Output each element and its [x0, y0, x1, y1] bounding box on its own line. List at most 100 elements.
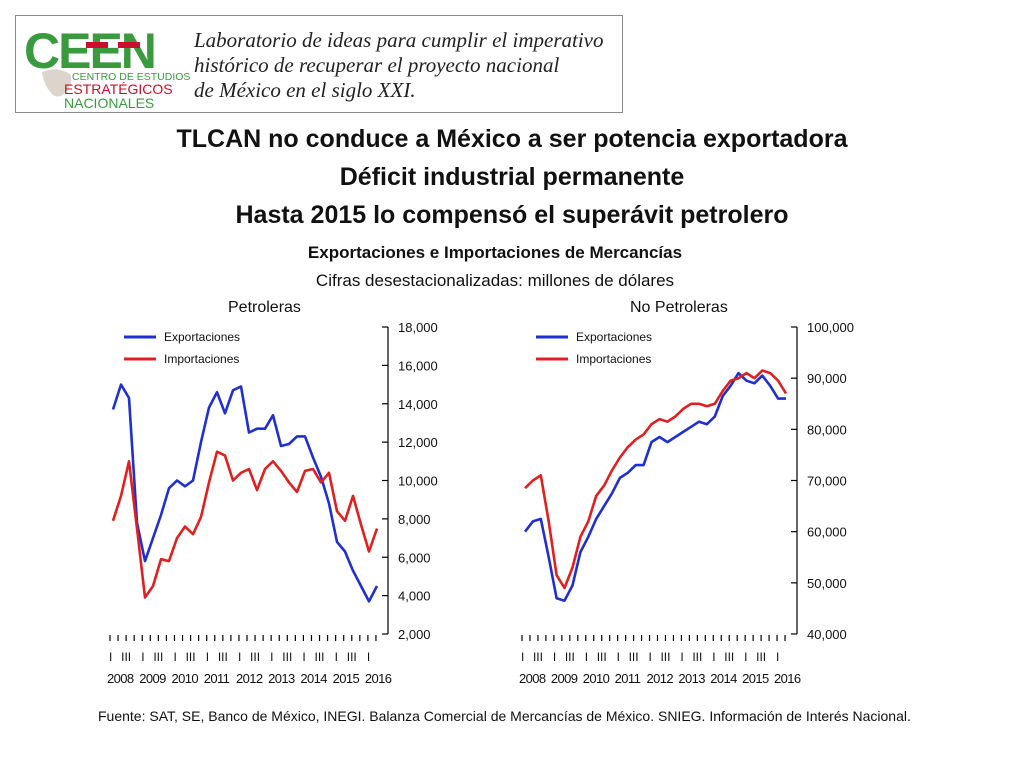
tagline-line: de México en el siglo XXI. [194, 78, 416, 102]
y-tick-label: 60,000 [807, 525, 847, 540]
y-tick-label: 8,000 [398, 512, 431, 527]
quarter-mark-label: I [302, 650, 305, 664]
x-year-label: 2016 [365, 671, 392, 686]
logo-flag-stripe [118, 42, 140, 48]
header-logo-box: CEEN CENTRO DE ESTUDIOS ESTRATÉGICOS NAC… [15, 15, 623, 113]
x-year-label: 2013 [268, 671, 295, 686]
quarter-mark-label: I [367, 650, 370, 664]
quarter-mark-label: III [756, 650, 766, 664]
quarter-mark-label: III [597, 650, 607, 664]
x-year-label: 2013 [678, 671, 705, 686]
quarter-mark-label: III [533, 650, 543, 664]
quarter-mark-label: I [553, 650, 556, 664]
y-tick-label: 80,000 [807, 422, 847, 437]
x-year-label: 2014 [300, 671, 327, 686]
x-year-label: 2010 [171, 671, 198, 686]
y-tick-label: 40,000 [807, 627, 847, 642]
quarter-mark-label: III [218, 650, 228, 664]
panel-title: No Petroleras [630, 299, 728, 316]
y-tick-label: 18,000 [398, 320, 438, 335]
quarter-mark-label: III [282, 650, 292, 664]
x-year-label: 2015 [742, 671, 769, 686]
chart-1: No Petroleras 40,000 50,000 60,000 70,000 80,… [519, 299, 854, 686]
x-year-label: 2011 [204, 671, 230, 686]
y-tick-label: 16,000 [398, 358, 438, 373]
y-tick-label: 10,000 [398, 474, 438, 489]
quarter-mark-label: I [521, 650, 524, 664]
chart-0: Petroleras 2,000 4,000 6,000 8,000 10,000 12,0… [107, 299, 438, 686]
quarter-mark-label: I [173, 650, 176, 664]
logo-line2: ESTRATÉGICOS [64, 81, 173, 97]
headline-3: Hasta 2015 lo compensó el superávit petr… [235, 201, 789, 229]
legend-label: Importaciones [164, 352, 239, 366]
headline-1: TLCAN no conduce a México a ser potencia… [176, 125, 848, 153]
y-tick-label: 70,000 [807, 474, 847, 489]
ceen-logo: CEEN CENTRO DE ESTUDIOS ESTRATÉGICOS NAC… [24, 23, 190, 108]
quarter-mark-label: I [649, 650, 652, 664]
series-line-importaciones [524, 369, 788, 590]
quarter-mark-label: III [153, 650, 163, 664]
quarter-mark-label: I [617, 650, 620, 664]
charts-canvas: Petroleras 2,000 4,000 6,000 8,000 10,000 12,0… [107, 299, 854, 686]
tagline-line: histórico de recuperar el proyecto nacio… [194, 53, 560, 77]
quarter-mark-label: III [629, 650, 639, 664]
chart-title: Exportaciones e Importaciones de Mercanc… [307, 243, 683, 262]
y-tick-label: 50,000 [807, 576, 847, 591]
tagline: Laboratorio de ideas para cumplir el imp… [194, 28, 614, 103]
y-tick-label: 14,000 [398, 397, 438, 412]
x-year-label: 2009 [551, 671, 578, 686]
x-year-label: 2011 [615, 671, 641, 686]
logo-flag-stripe [86, 42, 108, 48]
quarter-mark-label: I [335, 650, 338, 664]
logo-letters: CEEN [24, 23, 155, 79]
legend-label: Importaciones [576, 352, 651, 366]
x-year-label: 2008 [519, 671, 546, 686]
quarter-mark-label: I [109, 650, 112, 664]
chart-subtitle: Cifras desestacionalizadas: millones de … [315, 271, 675, 290]
logo-line1: CENTRO DE ESTUDIOS [72, 71, 190, 83]
tagline-line: Laboratorio de ideas para cumplir el imp… [194, 28, 604, 52]
quarter-mark-label: I [141, 650, 144, 664]
x-year-label: 2015 [333, 671, 360, 686]
globe-map-icon [42, 69, 72, 97]
series-line-exportaciones [523, 371, 786, 603]
series-line-exportaciones [111, 383, 379, 603]
quarter-mark-label: I [680, 650, 683, 664]
quarter-mark-label: III [724, 650, 734, 664]
quarter-mark-label: I [744, 650, 747, 664]
x-year-label: 2014 [710, 671, 737, 686]
y-tick-label: 12,000 [398, 435, 438, 450]
y-tick-label: 2,000 [398, 627, 431, 642]
quarter-mark-label: III [121, 650, 131, 664]
quarter-mark-label: III [315, 650, 325, 664]
headline-block: TLCAN no conduce a México a ser potencia… [0, 120, 1024, 234]
quarter-mark-label: I [712, 650, 715, 664]
x-year-label: 2012 [647, 671, 674, 686]
quarter-mark-label: III [186, 650, 196, 664]
x-year-label: 2008 [107, 671, 134, 686]
x-year-label: 2010 [583, 671, 610, 686]
panel-title: Petroleras [228, 299, 301, 316]
x-year-label: 2012 [236, 671, 263, 686]
quarter-mark-label: III [565, 650, 575, 664]
quarter-mark-label: III [692, 650, 702, 664]
quarter-mark-label: I [238, 650, 241, 664]
headline-2: Déficit industrial permanente [339, 163, 685, 191]
y-tick-label: 6,000 [398, 550, 431, 565]
quarter-mark-label: I [776, 650, 779, 664]
source-note: Fuente: SAT, SE, Banco de México, INEGI.… [98, 708, 911, 724]
legend-label: Exportaciones [576, 330, 652, 344]
logo-line3: NACIONALES [64, 95, 154, 108]
series-line-importaciones [111, 450, 379, 599]
quarter-mark-label: I [585, 650, 588, 664]
x-year-label: 2009 [139, 671, 166, 686]
quarter-mark-label: I [206, 650, 209, 664]
y-tick-label: 100,000 [807, 320, 854, 335]
x-year-label: 2016 [774, 671, 801, 686]
quarter-mark-label: III [250, 650, 260, 664]
quarter-mark-label: III [660, 650, 670, 664]
quarter-mark-label: I [270, 650, 273, 664]
y-tick-label: 4,000 [398, 589, 431, 604]
quarter-mark-label: III [347, 650, 357, 664]
legend-label: Exportaciones [164, 330, 240, 344]
